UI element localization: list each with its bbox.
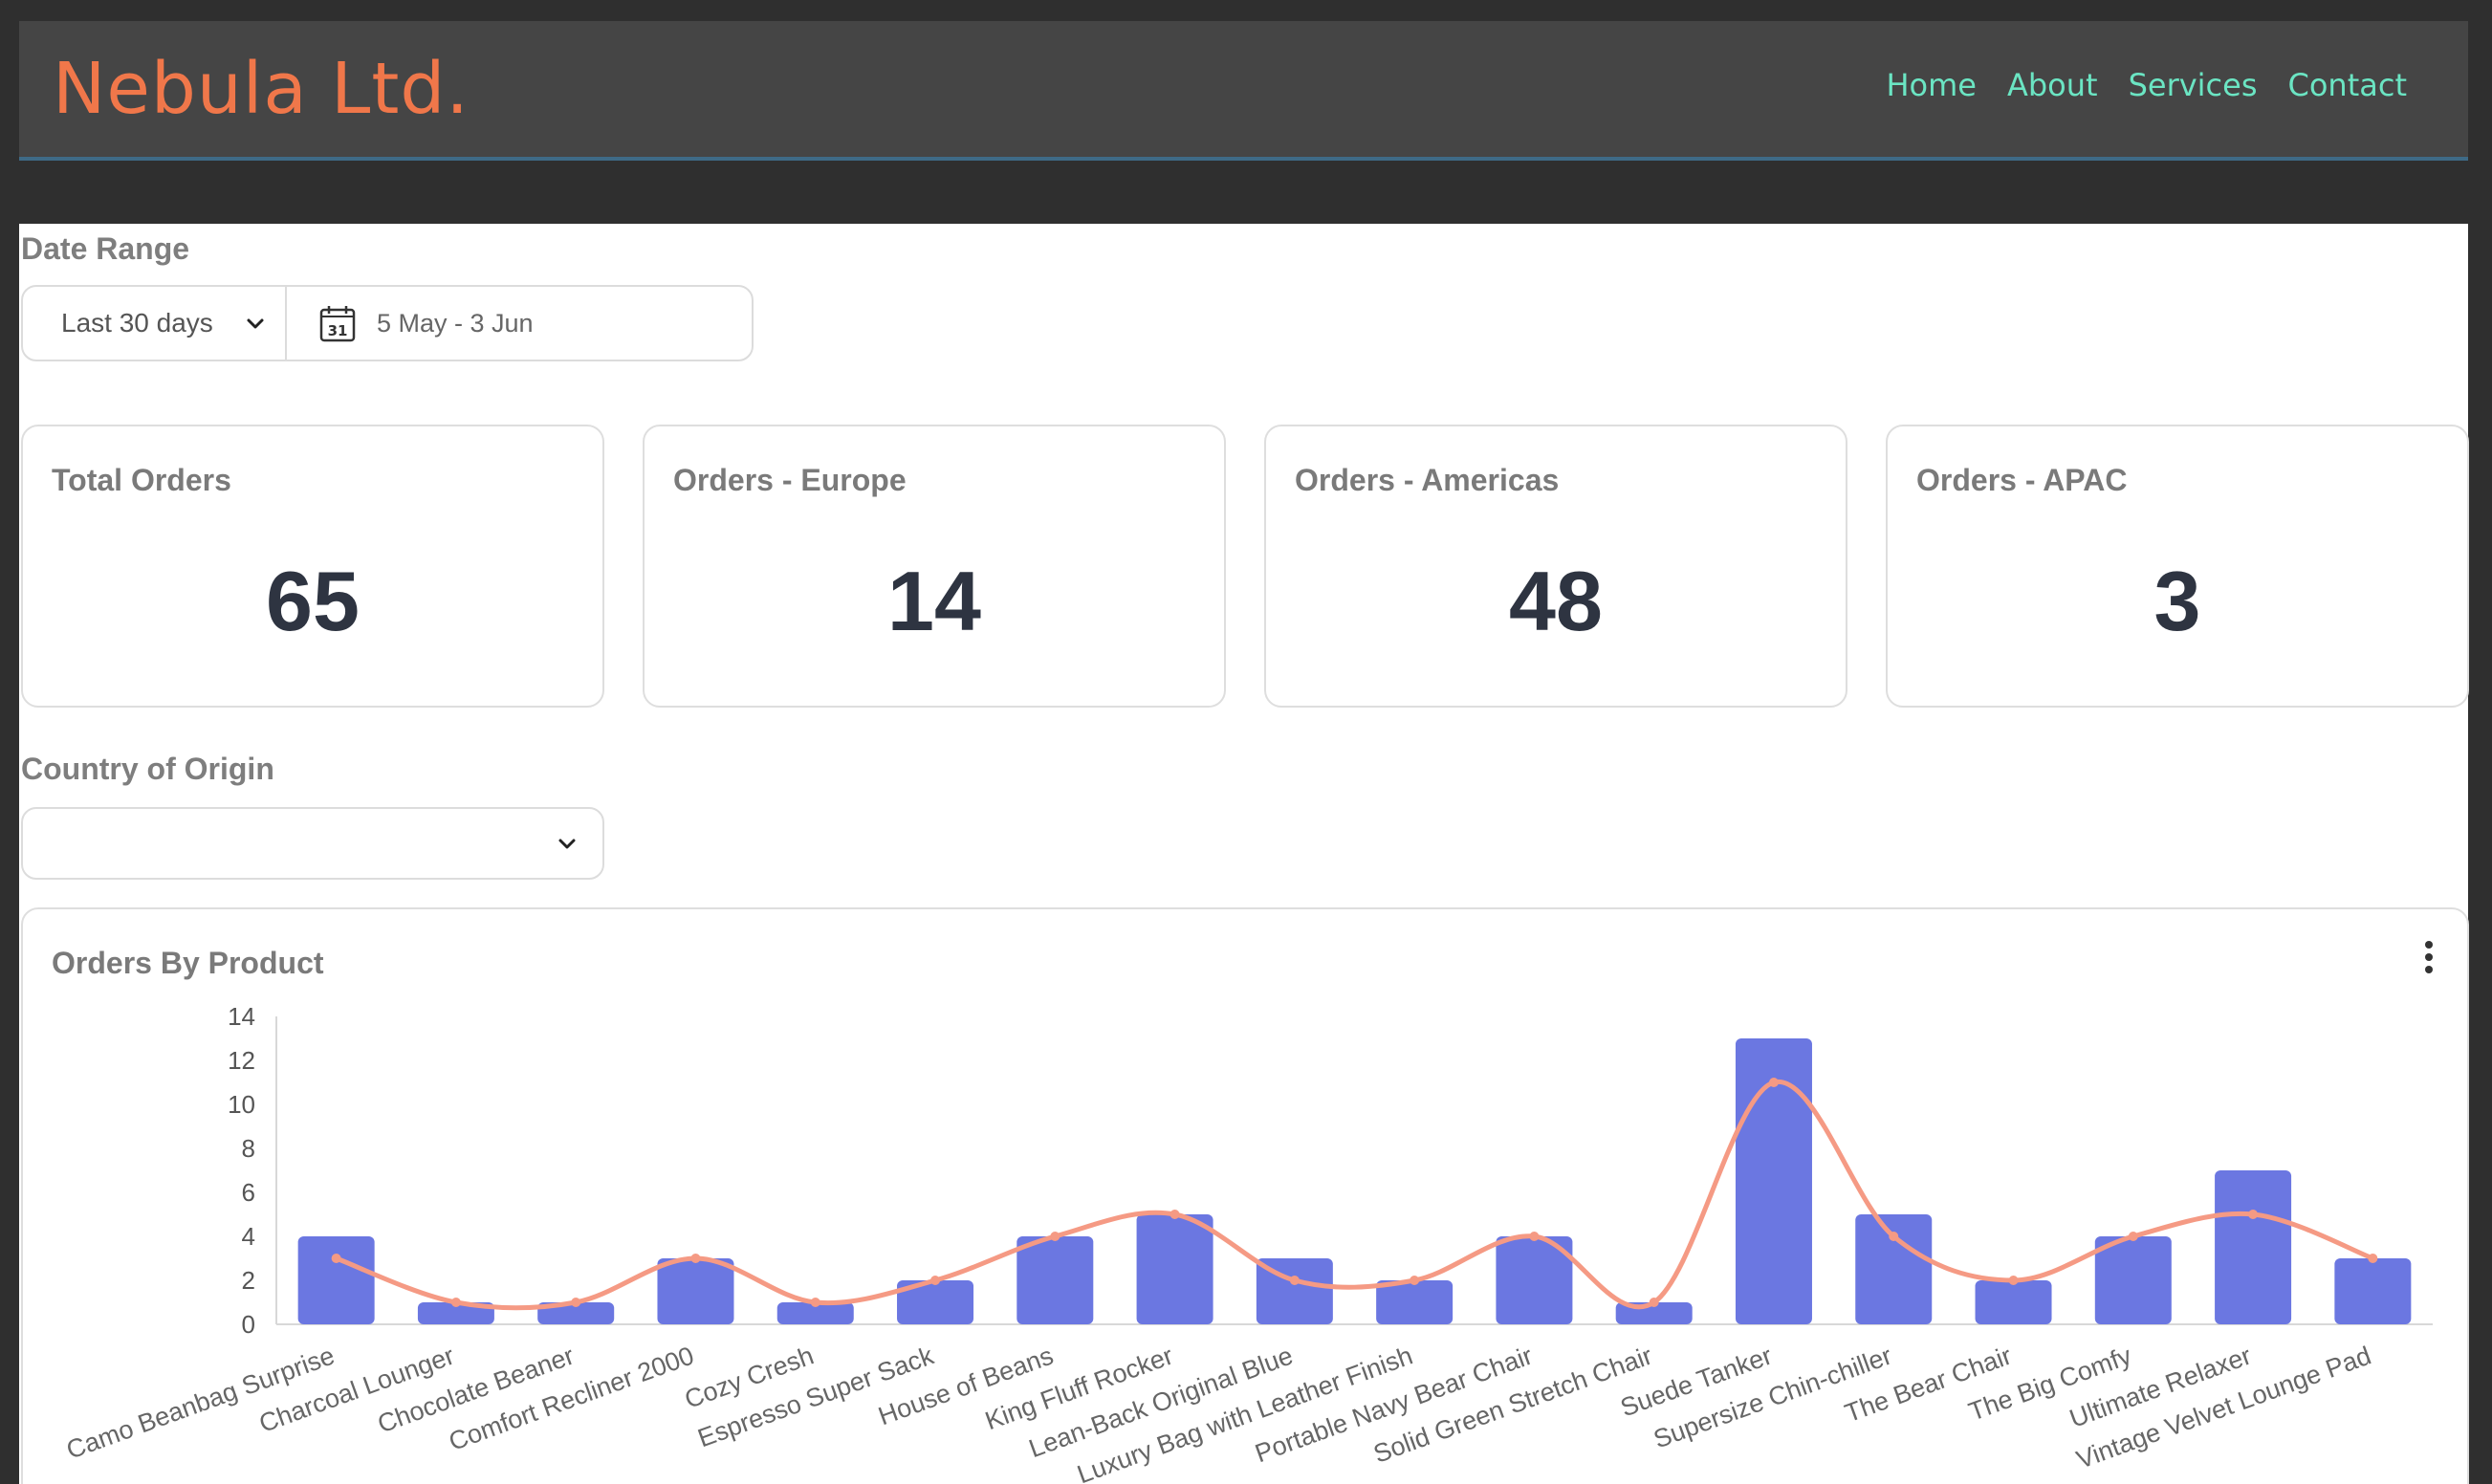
- orders-by-product-chart: Orders By Product 0 2 4 6 8 10 12 14 Camo Beanba…: [21, 907, 2469, 1484]
- y-tick-label: 6: [242, 1178, 255, 1207]
- brand-logo[interactable]: Nebula Ltd.: [53, 48, 470, 130]
- total-orders-card: Total Orders 65: [21, 425, 604, 708]
- nav-home-link[interactable]: Home: [1886, 67, 1977, 103]
- date-range-dates: 5 May - 3 Jun: [377, 308, 534, 338]
- line-point: [2248, 1210, 2259, 1219]
- card-value: 14: [887, 554, 981, 648]
- calendar-day: 31: [328, 322, 348, 339]
- date-range-select-value: Last 30 days: [61, 308, 213, 338]
- line-point: [450, 1298, 461, 1307]
- dashboard-main: Date Range Last 30 days 31 5 May - 3 Jun…: [19, 224, 2469, 1484]
- bar: [1376, 1280, 1454, 1324]
- date-range-picker: Last 30 days 31 5 May - 3 Jun: [21, 285, 754, 361]
- line-point: [1169, 1210, 1180, 1219]
- y-tick-label: 10: [228, 1090, 255, 1119]
- bar: [417, 1302, 494, 1324]
- y-tick-label: 4: [242, 1222, 255, 1251]
- bar: [1496, 1236, 1573, 1324]
- orders-europe-card: Orders - Europe 14: [643, 425, 1226, 708]
- bar: [2334, 1258, 2412, 1324]
- date-range-label: Date Range: [21, 231, 190, 266]
- date-range-input[interactable]: 31 5 May - 3 Jun: [287, 287, 752, 360]
- y-tick-label: 8: [242, 1134, 255, 1163]
- country-select[interactable]: [21, 807, 604, 880]
- line-point: [2368, 1254, 2378, 1263]
- country-label: Country of Origin: [21, 752, 274, 786]
- calendar-icon: 31: [319, 306, 356, 342]
- line-point: [1410, 1276, 1420, 1285]
- card-title: Orders - APAC: [1916, 463, 2128, 497]
- date-range-select[interactable]: Last 30 days: [23, 287, 287, 360]
- nav-about-link[interactable]: About: [2006, 67, 2098, 103]
- bar: [2094, 1236, 2172, 1324]
- line-point: [1768, 1078, 1779, 1087]
- bar: [1016, 1236, 1094, 1324]
- y-tick-label: 12: [228, 1046, 255, 1075]
- line-point: [810, 1298, 820, 1307]
- orders-americas-card: Orders - Americas 48: [1264, 425, 1847, 708]
- chevron-down-icon: [247, 318, 264, 329]
- nav-services-link[interactable]: Services: [2128, 67, 2258, 103]
- line-point: [1529, 1232, 1540, 1241]
- card-title: Orders - Europe: [673, 463, 907, 497]
- bar: [1855, 1214, 1933, 1324]
- bar: [537, 1302, 615, 1324]
- card-value: 48: [1509, 554, 1603, 648]
- bar: [2215, 1170, 2292, 1324]
- bar: [657, 1258, 734, 1324]
- y-tick-label: 2: [242, 1266, 255, 1295]
- card-title: Orders - Americas: [1295, 463, 1560, 497]
- more-options-icon[interactable]: [2419, 938, 2438, 980]
- series-line: [334, 1080, 2375, 1311]
- nav-contact-link[interactable]: Contact: [2287, 67, 2408, 103]
- chevron-down-icon: [558, 839, 576, 849]
- card-title: Total Orders: [52, 463, 231, 497]
- line-point: [1889, 1232, 1899, 1241]
- bar: [1136, 1214, 1213, 1324]
- card-value: 65: [266, 554, 360, 648]
- bar: [897, 1280, 974, 1324]
- y-tick-label: 14: [228, 1002, 255, 1031]
- bar: [776, 1302, 854, 1324]
- nav-links: Home About Services Contact: [1886, 67, 2407, 103]
- chart-title: Orders By Product: [52, 946, 324, 980]
- orders-apac-card: Orders - APAC 3: [1886, 425, 2469, 708]
- y-tick-label: 0: [242, 1310, 255, 1339]
- line-point: [2128, 1232, 2138, 1241]
- line-point: [690, 1254, 701, 1263]
- line-point: [1289, 1276, 1300, 1285]
- bar: [1735, 1038, 1812, 1324]
- line-point: [331, 1254, 341, 1263]
- top-navbar: Nebula Ltd. Home About Services Contact: [19, 21, 2468, 161]
- bar: [297, 1236, 375, 1324]
- line-point: [1050, 1232, 1060, 1241]
- card-value: 3: [2153, 554, 2201, 648]
- bar: [1975, 1280, 2052, 1324]
- line-point: [930, 1276, 941, 1285]
- line-point: [2008, 1276, 2019, 1285]
- line-point: [571, 1298, 581, 1307]
- line-point: [1649, 1298, 1659, 1307]
